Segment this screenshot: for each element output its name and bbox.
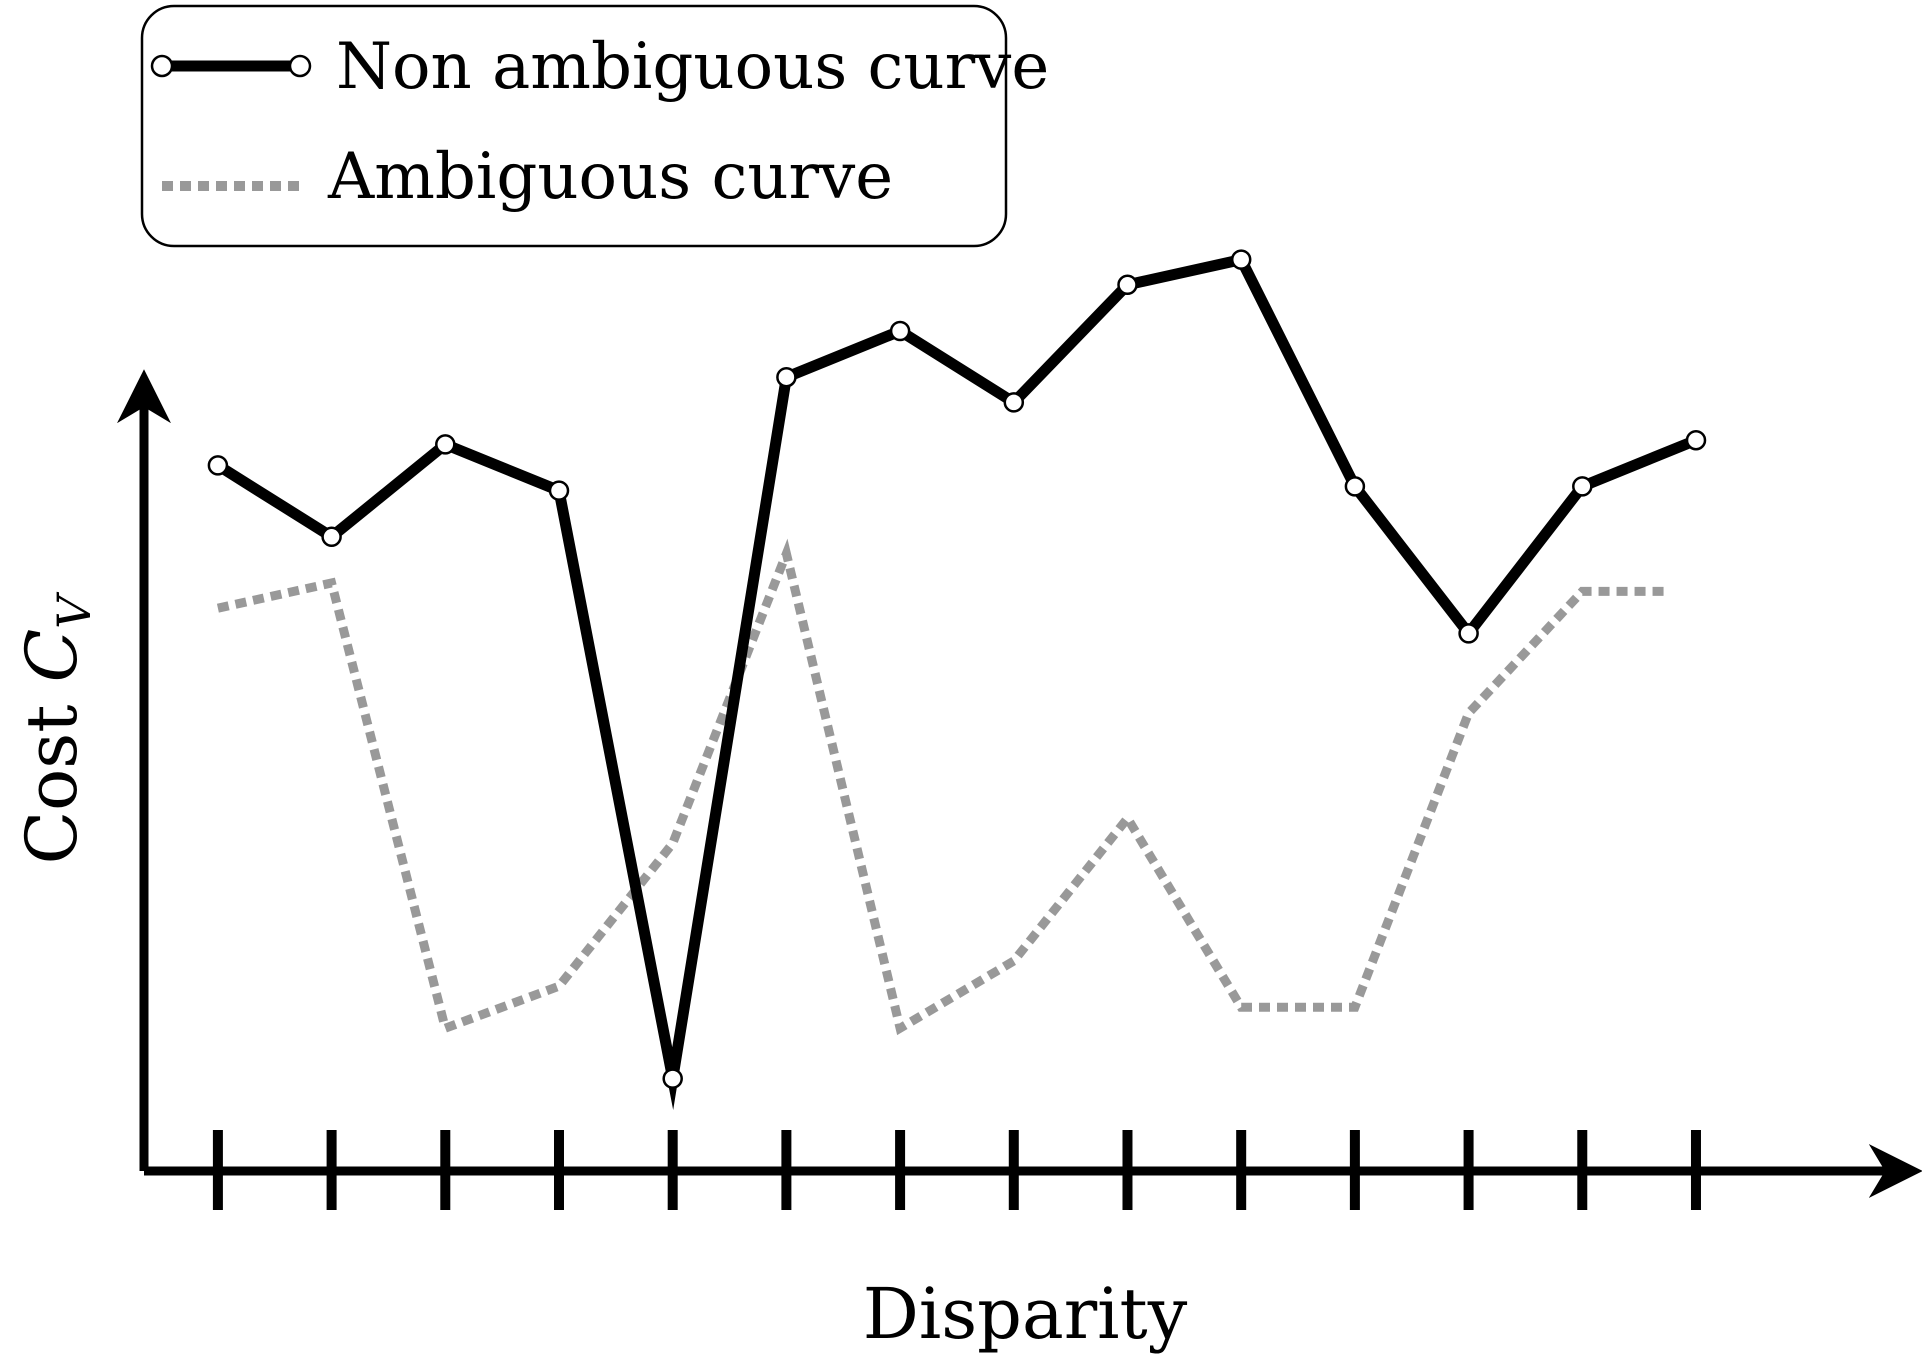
legend-marker-non-ambiguous-start: [150, 54, 174, 78]
data-point-non-ambiguous-8: [1003, 392, 1025, 413]
series-line-ambiguous: [216, 538, 1668, 1036]
data-point-non-ambiguous-7: [889, 320, 911, 342]
data-point-non-ambiguous-11: [1344, 476, 1366, 497]
data-point-non-ambiguous-12: [1458, 623, 1479, 644]
data-point-non-ambiguous-2: [321, 526, 342, 548]
y-axis-title-subscript: V: [47, 591, 101, 629]
y-axis-title-symbol: C: [11, 629, 93, 683]
data-point-non-ambiguous-1: [207, 455, 229, 476]
data-point-non-ambiguous-6: [776, 366, 797, 388]
data-point-non-ambiguous-14: [1685, 429, 1707, 451]
legend-marker-non-ambiguous-end: [288, 54, 312, 78]
legend: Non ambiguous curve Ambiguous curve: [140, 4, 1049, 248]
data-point-non-ambiguous-4: [548, 480, 570, 501]
data-point-non-ambiguous-13: [1572, 476, 1593, 497]
legend-label-ambiguous: Ambiguous curve: [327, 140, 893, 214]
series-layer: [207, 249, 1707, 1111]
y-axis-title-prefix: Cost: [11, 682, 93, 864]
data-point-non-ambiguous-3: [435, 434, 456, 455]
legend-box: [140, 4, 1008, 248]
data-point-non-ambiguous-5: [662, 1068, 683, 1089]
series-line-non-ambiguous: [214, 253, 1699, 1111]
x-axis-title: Disparity: [863, 1273, 1188, 1355]
y-axis-title: Cost CV: [11, 591, 101, 865]
data-point-non-ambiguous-10: [1230, 249, 1252, 270]
data-point-non-ambiguous-9: [1117, 274, 1138, 296]
legend-label-non-ambiguous: Non ambiguous curve: [336, 30, 1049, 104]
